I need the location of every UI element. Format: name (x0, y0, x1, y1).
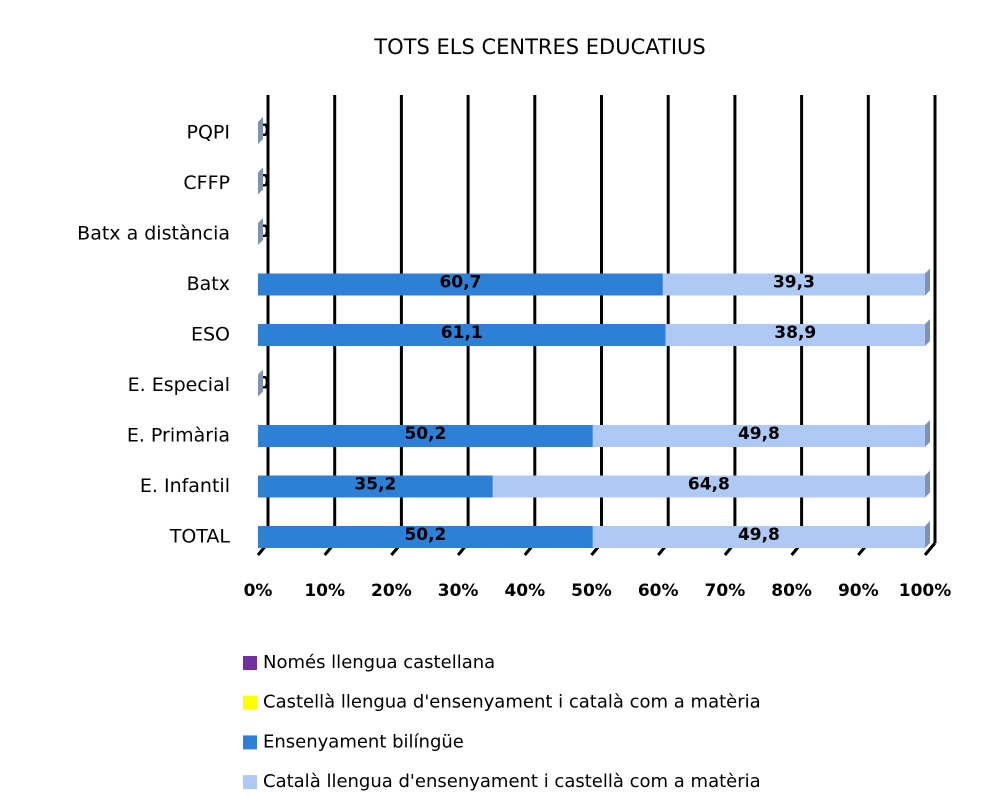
data-label: 50,2 (404, 424, 446, 444)
x-tick-label: 50% (571, 581, 612, 601)
bar-depth (258, 218, 263, 245)
bar-segment (592, 526, 925, 548)
bar-depth (258, 369, 263, 397)
x-tick-label: 10% (304, 581, 345, 601)
data-label: 49,8 (738, 525, 780, 545)
chart-title: TOTS ELS CENTRES EDUCATIUS (373, 35, 705, 59)
legend-label: Només llengua castellana (263, 652, 495, 673)
bar-segment (492, 475, 925, 498)
y-tick-label: TOTAL (169, 526, 231, 548)
legend-label: Castellà llengua d'ensenyament i català … (263, 692, 761, 713)
y-tick-label: ESO (191, 324, 230, 346)
bar-segment (665, 324, 925, 346)
x-tick-label: 90% (838, 581, 879, 601)
data-label: 64,8 (688, 475, 730, 495)
bar-segment (258, 475, 493, 498)
data-label: 35,2 (354, 475, 396, 495)
bar-depth (925, 470, 930, 498)
x-tick-label: 70% (705, 581, 746, 601)
x-tick-label: 40% (504, 581, 545, 601)
data-label: 61,1 (441, 323, 483, 343)
bar-segment (662, 273, 925, 296)
y-tick-label: E. Infantil (140, 475, 230, 497)
legend-swatch (243, 695, 257, 710)
legend-label: Català llengua d'ensenyament i castellà … (263, 771, 761, 792)
legend-swatch (243, 735, 257, 750)
x-tick-label: 30% (438, 581, 479, 601)
data-label: 39,3 (773, 273, 815, 293)
data-label: 38,9 (774, 323, 816, 343)
data-label: 49,8 (738, 424, 780, 444)
axis-tick (923, 542, 937, 556)
bar-depth (258, 167, 263, 195)
y-tick-label: E. Primària (127, 425, 230, 447)
y-tick-label: PQPI (187, 122, 230, 144)
bar-depth (925, 268, 930, 296)
x-tick-label: 60% (638, 581, 679, 601)
x-tick-label: 0% (244, 581, 273, 601)
x-tick-label: 80% (771, 581, 812, 601)
legend-swatch (243, 775, 257, 790)
bar-depth (925, 420, 930, 447)
y-tick-label: Batx (187, 273, 230, 295)
y-tick-label: CFFP (183, 172, 230, 194)
bar-depth (925, 319, 930, 346)
data-label: 60,7 (439, 273, 481, 293)
bar-depth (925, 521, 930, 548)
legend-swatch (243, 656, 257, 670)
bar-segment (258, 425, 593, 447)
x-tick-label: 20% (371, 581, 412, 601)
y-tick-label: E. Especial (128, 374, 230, 396)
data-label: 50,2 (404, 525, 446, 545)
bar-segment (258, 273, 663, 296)
x-tick-label: 100% (899, 581, 952, 601)
bar-segment (592, 425, 925, 447)
bar-depth (258, 117, 263, 144)
bar-segment (258, 526, 593, 548)
y-tick-label: Batx a distància (77, 223, 230, 245)
bar-segment (258, 324, 666, 346)
legend-label: Ensenyament bilíngüe (263, 731, 464, 752)
